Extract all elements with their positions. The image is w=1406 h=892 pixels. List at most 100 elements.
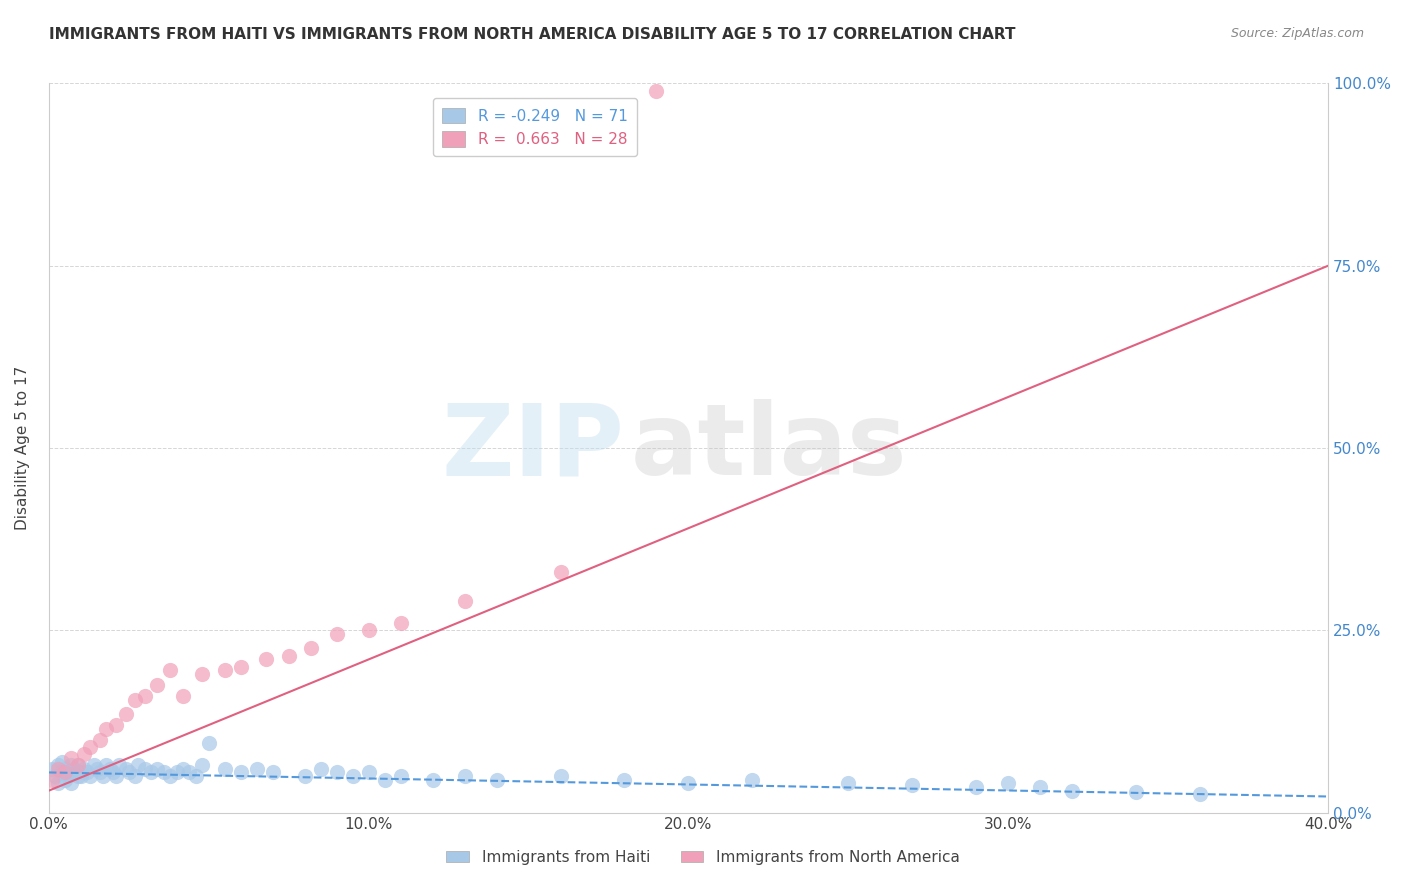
Point: [159, 664, 181, 678]
Text: Source: ZipAtlas.com: Source: ZipAtlas.com: [1230, 27, 1364, 40]
Point: [997, 776, 1019, 790]
Point: [550, 769, 572, 783]
Point: [678, 776, 700, 790]
Point: [389, 769, 412, 783]
Point: [44, 769, 66, 783]
Point: [1125, 785, 1147, 799]
Point: [246, 762, 269, 776]
Point: [357, 624, 380, 638]
Point: [60, 751, 83, 765]
Point: [645, 84, 668, 98]
Point: [146, 762, 169, 776]
Point: [118, 765, 141, 780]
Point: [179, 765, 201, 780]
Point: [79, 739, 101, 754]
Point: [153, 765, 176, 780]
Point: [114, 762, 136, 776]
Point: [66, 769, 89, 783]
Point: [108, 758, 131, 772]
Point: [127, 758, 149, 772]
Point: [485, 772, 508, 787]
Point: [453, 769, 475, 783]
Point: [741, 772, 763, 787]
Point: [124, 769, 146, 783]
Point: [146, 678, 169, 692]
Point: [184, 769, 207, 783]
Point: [79, 769, 101, 783]
Point: [96, 758, 118, 772]
Point: [294, 769, 316, 783]
Point: [229, 659, 252, 673]
Legend: Immigrants from Haiti, Immigrants from North America: Immigrants from Haiti, Immigrants from N…: [440, 844, 966, 871]
Legend: R = -0.249   N = 71, R =  0.663   N = 28: R = -0.249 N = 71, R = 0.663 N = 28: [433, 98, 637, 156]
Point: [114, 707, 136, 722]
Point: [73, 762, 96, 776]
Point: [550, 565, 572, 579]
Point: [51, 755, 73, 769]
Point: [134, 762, 156, 776]
Point: [357, 765, 380, 780]
Point: [172, 689, 194, 703]
Point: [172, 762, 194, 776]
Point: [262, 765, 284, 780]
Point: [159, 769, 181, 783]
Point: [63, 765, 86, 780]
Point: [422, 772, 444, 787]
Point: [63, 762, 86, 776]
Point: [101, 765, 124, 780]
Point: [134, 689, 156, 703]
Point: [965, 780, 987, 794]
Point: [214, 664, 236, 678]
Point: [277, 648, 299, 663]
Point: [229, 765, 252, 780]
Text: IMMIGRANTS FROM HAITI VS IMMIGRANTS FROM NORTH AMERICA DISABILITY AGE 5 TO 17 CO: IMMIGRANTS FROM HAITI VS IMMIGRANTS FROM…: [49, 27, 1015, 42]
Point: [83, 758, 105, 772]
Point: [56, 765, 79, 780]
Point: [191, 667, 214, 681]
Point: [56, 769, 79, 783]
Point: [41, 762, 63, 776]
Point: [1189, 787, 1212, 801]
Point: [89, 732, 111, 747]
Point: [51, 765, 73, 780]
Point: [96, 722, 118, 736]
Point: [53, 772, 76, 787]
Point: [254, 652, 277, 666]
Point: [98, 762, 121, 776]
Point: [66, 758, 89, 772]
Point: [342, 769, 364, 783]
Point: [374, 772, 396, 787]
Point: [309, 762, 332, 776]
Point: [46, 762, 69, 776]
Point: [46, 776, 69, 790]
Text: ZIP: ZIP: [441, 400, 624, 497]
Point: [53, 765, 76, 780]
Point: [69, 765, 91, 780]
Point: [124, 692, 146, 706]
Point: [73, 747, 96, 762]
Point: [613, 772, 636, 787]
Point: [46, 758, 69, 772]
Point: [53, 762, 76, 776]
Point: [901, 778, 924, 792]
Point: [89, 765, 111, 780]
Point: [86, 762, 108, 776]
Point: [837, 776, 859, 790]
Point: [191, 758, 214, 772]
Y-axis label: Disability Age 5 to 17: Disability Age 5 to 17: [15, 366, 30, 530]
Point: [389, 615, 412, 630]
Point: [214, 762, 236, 776]
Point: [104, 769, 127, 783]
Point: [166, 765, 188, 780]
Point: [197, 736, 219, 750]
Text: atlas: atlas: [631, 400, 907, 497]
Point: [60, 776, 83, 790]
Point: [299, 641, 322, 656]
Point: [325, 627, 347, 641]
Point: [453, 594, 475, 608]
Point: [325, 765, 347, 780]
Point: [139, 765, 162, 780]
Point: [1062, 783, 1084, 797]
Point: [76, 765, 98, 780]
Point: [1029, 780, 1052, 794]
